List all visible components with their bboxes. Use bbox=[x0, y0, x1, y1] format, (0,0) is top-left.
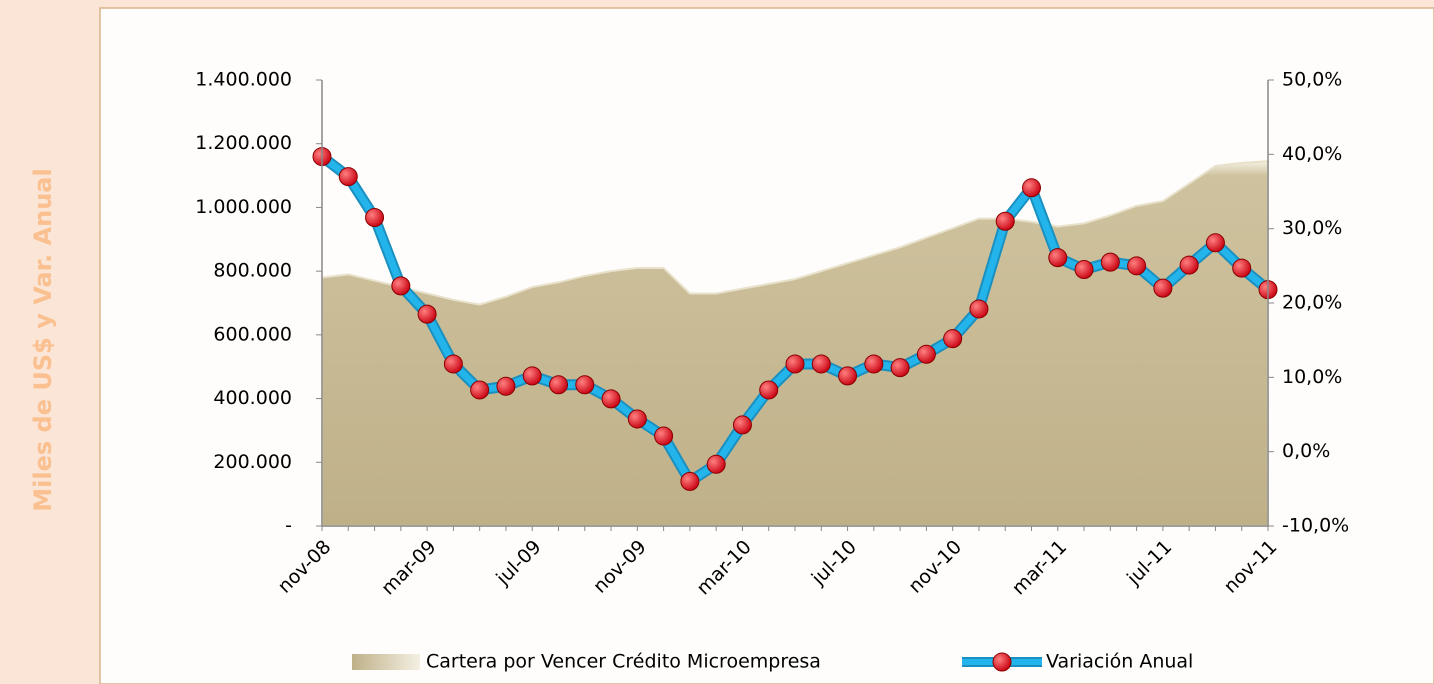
marker bbox=[890, 358, 910, 378]
marker bbox=[732, 415, 752, 435]
y-tick-label: 1.200.000 bbox=[195, 132, 292, 154]
y2-tick-label: 20,0% bbox=[1282, 292, 1342, 314]
marker bbox=[338, 167, 358, 187]
y-tick-label: 800.000 bbox=[213, 260, 292, 282]
marker bbox=[811, 354, 831, 374]
marker bbox=[391, 276, 411, 296]
marker bbox=[575, 375, 595, 395]
marker bbox=[838, 366, 858, 386]
y-tick-label: 200.000 bbox=[213, 451, 292, 473]
marker bbox=[916, 344, 936, 364]
y2-tick-label: -10,0% bbox=[1282, 515, 1349, 537]
marker bbox=[549, 375, 568, 395]
y2-tick-label: 50,0% bbox=[1282, 69, 1342, 91]
y-tick-label: 400.000 bbox=[213, 387, 292, 409]
marker bbox=[1179, 255, 1199, 275]
y-tick-label: 1.000.000 bbox=[195, 196, 292, 218]
marker bbox=[969, 299, 989, 319]
marker bbox=[995, 211, 1015, 231]
marker bbox=[1074, 260, 1094, 280]
marker bbox=[1205, 233, 1225, 253]
marker bbox=[1153, 278, 1173, 298]
y-tick-label: 600.000 bbox=[213, 323, 292, 345]
marker bbox=[601, 389, 621, 409]
marker bbox=[470, 380, 490, 400]
y2-tick-label: 40,0% bbox=[1282, 143, 1342, 165]
marker bbox=[864, 354, 884, 374]
marker bbox=[1100, 252, 1120, 272]
marker bbox=[759, 380, 779, 400]
marker bbox=[706, 454, 726, 474]
y-axis-label: Miles de US$ y Var. Anual bbox=[29, 168, 57, 511]
marker bbox=[785, 354, 805, 374]
marker bbox=[1232, 258, 1252, 278]
marker bbox=[680, 471, 700, 491]
y2-tick-label: 10,0% bbox=[1282, 366, 1342, 388]
y-tick-label: 1.400.000 bbox=[195, 69, 292, 91]
marker bbox=[1127, 256, 1147, 276]
legend-label: Cartera por Vencer Crédito Microempresa bbox=[426, 651, 821, 673]
y2-tick-label: 0,0% bbox=[1282, 440, 1330, 462]
marker bbox=[627, 409, 647, 429]
legend-swatch bbox=[352, 654, 420, 670]
marker bbox=[365, 208, 385, 228]
y-tick-label: - bbox=[285, 515, 292, 537]
legend-label: Variación Anual bbox=[1046, 651, 1193, 673]
marker bbox=[654, 426, 674, 446]
legend-marker bbox=[992, 652, 1012, 672]
marker bbox=[1048, 248, 1068, 268]
marker bbox=[943, 329, 963, 349]
y2-tick-label: 30,0% bbox=[1282, 217, 1342, 239]
marker bbox=[417, 304, 437, 324]
marker bbox=[443, 354, 463, 374]
area bbox=[321, 160, 1269, 527]
marker bbox=[496, 376, 516, 396]
marker bbox=[522, 366, 542, 386]
marker bbox=[1022, 178, 1041, 198]
